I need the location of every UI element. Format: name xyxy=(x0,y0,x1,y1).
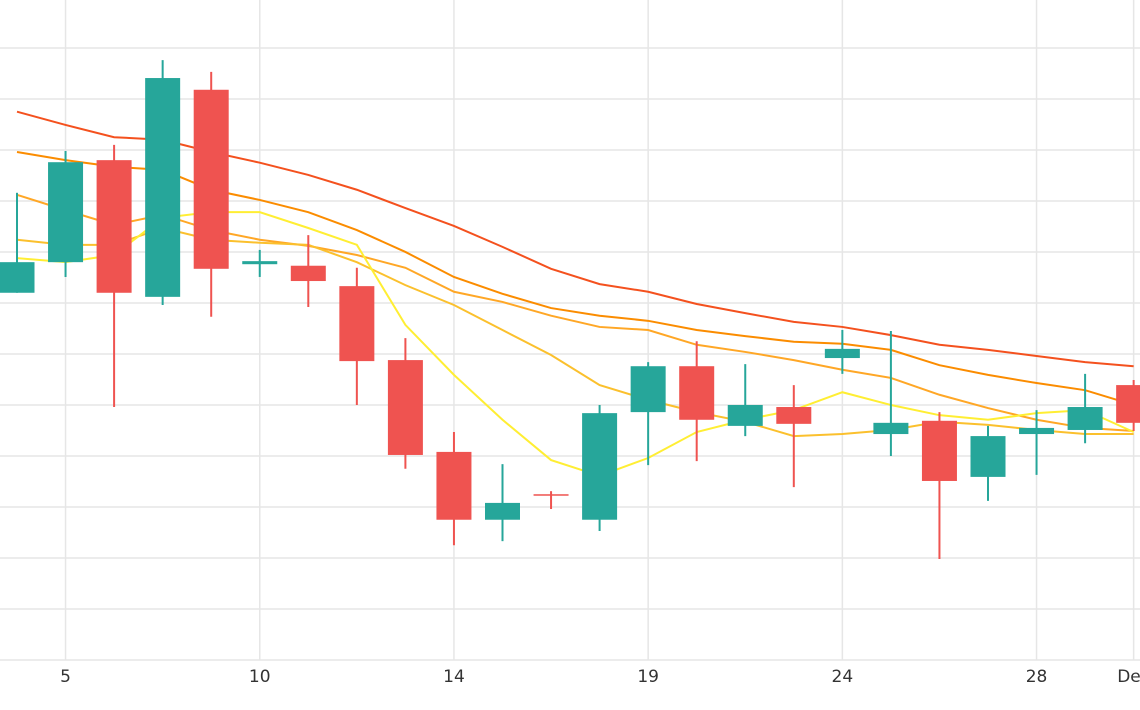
candle-body xyxy=(96,160,132,293)
candle-body xyxy=(873,422,909,435)
candle-body xyxy=(1019,427,1055,435)
candle-body xyxy=(145,78,181,297)
moving-average-line xyxy=(16,193,1134,432)
candle-body xyxy=(679,366,715,420)
candle-body xyxy=(242,261,278,265)
candle-body xyxy=(485,502,520,520)
candle-body xyxy=(387,360,423,455)
candle-body xyxy=(436,451,472,520)
candle-body xyxy=(48,162,84,263)
candle-body xyxy=(1067,407,1103,430)
candle-body xyxy=(921,420,957,481)
x-tick-label: 28 xyxy=(1026,667,1048,687)
candle-body xyxy=(630,366,666,413)
candle-body xyxy=(193,89,229,269)
candle-body xyxy=(533,494,569,496)
x-tick-label: 10 xyxy=(249,667,271,687)
candle-body xyxy=(727,404,763,426)
moving-average-line xyxy=(16,151,1134,406)
x-tick-label: 19 xyxy=(637,667,659,687)
candle-body xyxy=(824,348,860,359)
x-tick-label: 5 xyxy=(60,667,71,687)
candle-body xyxy=(339,286,375,362)
candle-body xyxy=(290,265,326,282)
x-tick-label: Dec xyxy=(1117,667,1140,687)
x-tick-label: 24 xyxy=(832,667,854,687)
candle-body xyxy=(582,413,618,520)
x-tick-label: 14 xyxy=(443,667,465,687)
candle-body xyxy=(1116,385,1140,423)
candle-body xyxy=(776,407,812,424)
candle-body xyxy=(0,262,35,293)
candle-body xyxy=(970,436,1006,477)
